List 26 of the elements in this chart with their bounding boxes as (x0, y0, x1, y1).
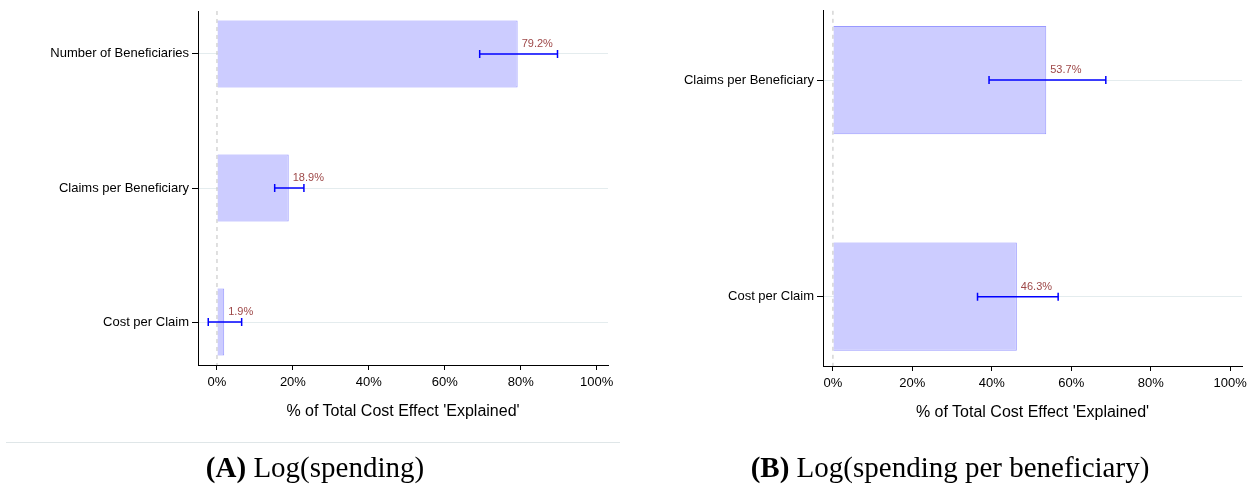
data-label: 53.7% (1050, 63, 1082, 76)
x-tick-label: 20% (899, 375, 926, 391)
x-tick-label: 0% (207, 374, 227, 390)
x-tick-label: 80% (1137, 375, 1165, 391)
y-tick-label: Cost per Claim (728, 288, 814, 304)
data-label: 46.3% (1020, 279, 1053, 292)
y-tick-label: Claims per Beneficiary (683, 71, 815, 87)
x-tick-label: 100% (579, 374, 614, 390)
x-axis-title: % of Total Cost Effect 'Explained' (915, 402, 1150, 420)
y-tick-label: Cost per Claim (103, 313, 189, 329)
x-tick-label: 100% (1213, 375, 1248, 391)
data-label: 1.9% (228, 305, 254, 318)
x-axis-title: % of Total Cost Effect 'Explained' (286, 401, 520, 419)
data-label: 79.2% (521, 36, 554, 49)
x-tick-label: 60% (1058, 375, 1085, 391)
y-tick-label: Claims per Beneficiary (58, 179, 190, 195)
x-tick-label: 0% (823, 375, 843, 391)
x-tick-label: 20% (279, 374, 307, 390)
y-tick-label: Number of Beneficiaries (50, 45, 190, 61)
data-label: 18.9% (292, 171, 325, 184)
x-tick-label: 60% (431, 374, 459, 390)
x-tick-label: 40% (355, 374, 383, 390)
text: (A) Log(spending) (205, 451, 425, 483)
text: (B) Log(spending per beneficiary) (750, 451, 1150, 483)
x-tick-label: 40% (978, 375, 1006, 391)
x-tick-label: 80% (507, 374, 535, 390)
